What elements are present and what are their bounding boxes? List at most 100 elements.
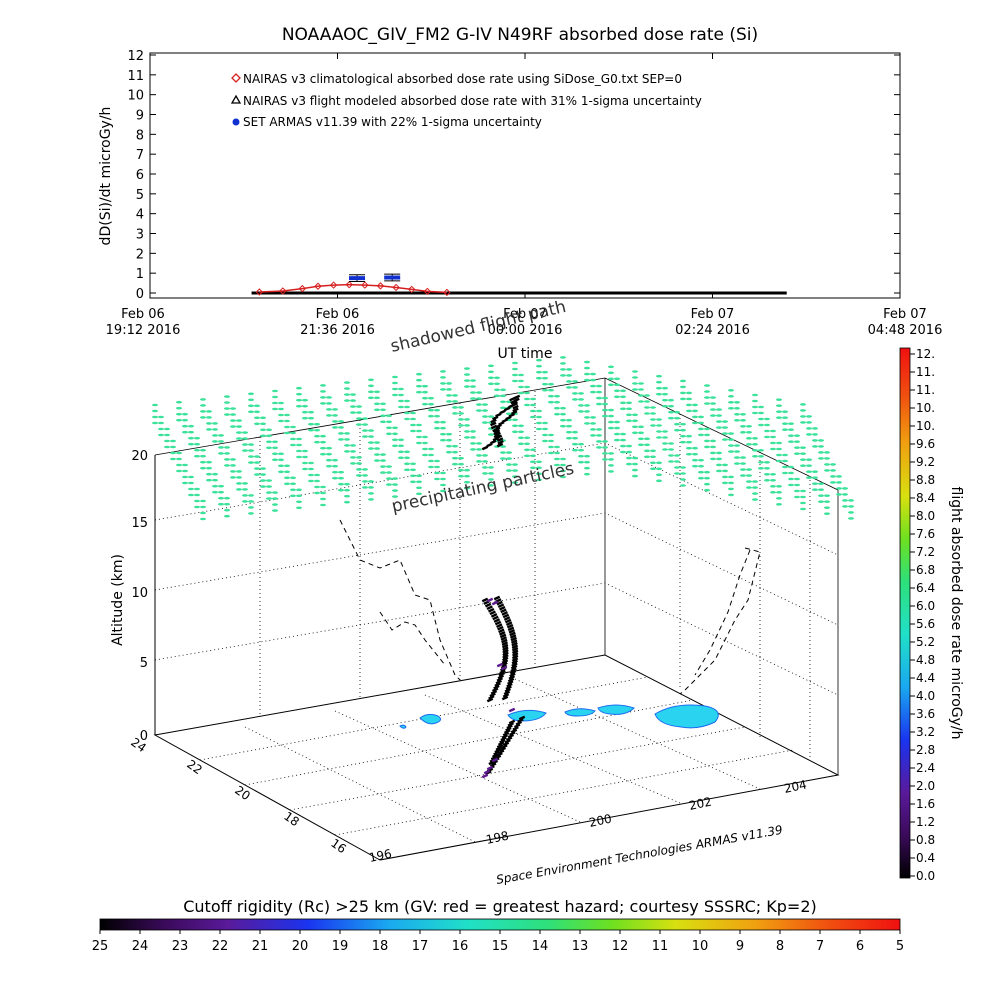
particle-marker (842, 505, 848, 508)
particle-marker (614, 377, 620, 381)
particle-marker (746, 425, 752, 428)
flight-track-marker (503, 616, 511, 621)
particle-marker (248, 506, 254, 509)
particle-marker (488, 433, 494, 436)
particle-marker (356, 462, 362, 465)
particle-marker (740, 456, 746, 459)
particle-marker (290, 488, 296, 492)
particle-marker (638, 437, 644, 441)
particle-marker (314, 491, 320, 495)
particle-marker (776, 447, 782, 451)
particle-marker (440, 438, 446, 442)
particle-marker (290, 437, 296, 441)
x-tick-label-time: 19:12 2016 (106, 323, 181, 338)
particle-marker (824, 451, 830, 454)
particle-marker (512, 469, 518, 472)
particle-marker (614, 389, 620, 393)
particle-marker (320, 503, 326, 507)
particle-marker (632, 425, 638, 429)
particle-marker (758, 417, 764, 421)
particle-marker (830, 481, 836, 484)
particle-marker (344, 450, 350, 453)
dose-colorbar-tick-label: 5.2 (916, 635, 935, 649)
particle-marker (716, 414, 722, 417)
particle-marker (620, 395, 626, 399)
particle-marker (278, 407, 284, 411)
particle-marker (458, 412, 464, 415)
flight-track-marker (493, 750, 500, 756)
particle-marker (746, 437, 752, 440)
particle-marker (470, 397, 476, 400)
particle-marker (560, 469, 566, 473)
particle-marker (788, 422, 794, 426)
flight-track-marker (517, 718, 524, 723)
particle-marker (278, 470, 284, 474)
particle-marker (530, 460, 536, 464)
particle-marker (308, 422, 314, 426)
particle-marker (542, 388, 548, 392)
particle-marker (218, 434, 224, 437)
particle-marker (536, 460, 542, 464)
particle-marker (404, 405, 410, 409)
particle-marker (404, 411, 410, 415)
particle-marker (236, 419, 242, 422)
particle-marker (170, 439, 176, 443)
particle-marker (224, 458, 230, 461)
flight-track-marker (490, 613, 498, 618)
flight-track-marker (481, 773, 489, 779)
particle-marker (806, 476, 812, 480)
flight-track-marker (511, 644, 519, 650)
particle-marker (278, 464, 284, 468)
particle-marker (674, 466, 680, 469)
floor-outline (153, 654, 840, 861)
particle-marker (722, 438, 728, 441)
particle-marker (704, 439, 710, 443)
particle-marker (632, 474, 638, 478)
particle-marker (320, 384, 326, 387)
particle-marker (230, 425, 236, 428)
particle-marker (632, 419, 638, 423)
flight-track-marker (488, 695, 495, 700)
timeseries-y-axis-label: dD(Si)/dt microGy/h (98, 107, 114, 246)
particle-marker (182, 430, 188, 434)
flight-track-marker (483, 769, 491, 775)
particle-marker (818, 488, 824, 492)
particle-marker (326, 402, 332, 405)
particle-marker (470, 436, 476, 439)
particle-marker (428, 408, 434, 412)
particle-marker (494, 388, 500, 392)
particle-marker (416, 480, 422, 484)
particle-marker (614, 383, 620, 387)
particle-marker (644, 400, 650, 403)
latitude-tick-label: 22 (184, 757, 205, 777)
particle-marker (518, 379, 524, 383)
particle-marker (554, 463, 560, 467)
particle-marker (560, 418, 566, 422)
particle-marker (752, 486, 758, 489)
particle-marker (548, 439, 554, 443)
x-tick-label-date: Feb 07 (503, 307, 547, 322)
particle-marker (722, 481, 728, 485)
particle-marker (548, 451, 554, 455)
particle-marker (548, 388, 554, 392)
particle-marker (152, 421, 158, 425)
particle-marker (620, 444, 626, 448)
particle-marker (434, 426, 440, 430)
y-tick-label: 6 (136, 168, 144, 183)
particle-marker (440, 483, 446, 487)
flight-track-marker (507, 626, 515, 632)
particle-marker (194, 487, 200, 491)
particle-marker (224, 446, 230, 449)
particle-marker (356, 417, 362, 420)
particle-marker (416, 441, 422, 445)
particle-marker (728, 438, 734, 441)
particle-marker (602, 396, 608, 400)
particle-marker (230, 407, 236, 410)
particle-marker (344, 438, 350, 441)
particle-marker (350, 462, 356, 465)
flight-track-marker (510, 410, 518, 415)
particle-marker (710, 402, 716, 405)
particle-marker (200, 466, 206, 470)
particle-marker (488, 415, 494, 418)
particle-marker (254, 455, 260, 458)
